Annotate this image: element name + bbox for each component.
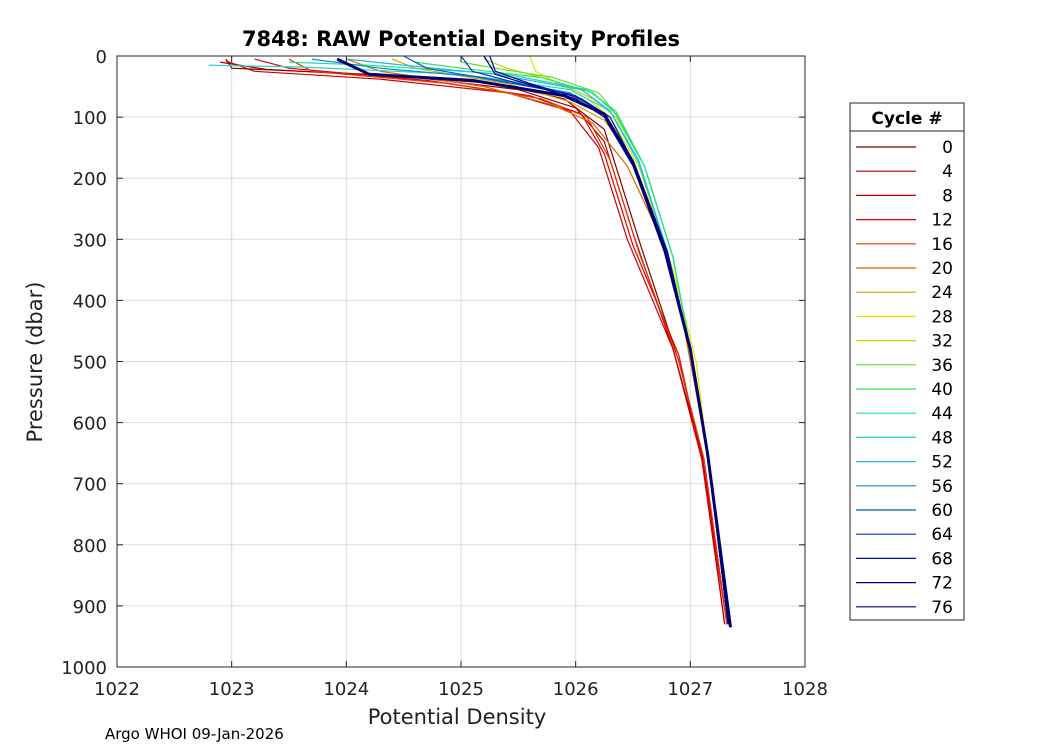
profile-line-cycle-8: [225, 60, 726, 625]
legend-label-cycle-64: 64: [931, 525, 953, 545]
x-tick-label: 1028: [782, 679, 828, 700]
x-tick-label: 1024: [323, 679, 369, 700]
legend-label-cycle-52: 52: [931, 453, 953, 473]
y-tick-label: 200: [73, 169, 107, 190]
y-tick-label: 500: [73, 353, 107, 374]
legend-label-cycle-36: 36: [931, 356, 953, 376]
x-tick-label: 1027: [667, 679, 713, 700]
y-tick-label: 0: [96, 47, 107, 68]
profile-line-cycle-56: [311, 58, 729, 625]
legend-label-cycle-60: 60: [931, 501, 953, 521]
legend-label-cycle-76: 76: [931, 598, 953, 618]
legend-label-cycle-24: 24: [931, 283, 953, 303]
profile-line-cycle-60: [403, 55, 729, 625]
legend-label-cycle-48: 48: [931, 428, 953, 448]
profile-lines: [208, 55, 732, 628]
legend-label-cycle-8: 8: [942, 186, 953, 206]
legend-label-cycle-32: 32: [931, 332, 953, 352]
y-tick-label: 400: [73, 291, 107, 312]
y-tick-label: 800: [73, 536, 107, 557]
legend-label-cycle-0: 0: [942, 138, 953, 158]
profile-line-cycle-0: [225, 58, 726, 625]
x-tick-label: 1026: [553, 679, 599, 700]
y-tick-label: 300: [73, 230, 107, 251]
profile-line-cycle-28: [529, 55, 729, 625]
legend-label-cycle-16: 16: [931, 235, 953, 255]
profile-line-cycle-16: [288, 58, 728, 625]
legend-title: Cycle #: [871, 109, 942, 129]
profile-line-cycle-24: [391, 58, 729, 625]
y-axis-label: Pressure (dbar): [23, 282, 47, 443]
grid-lines: [117, 56, 805, 667]
profile-line-cycle-44: [288, 61, 729, 625]
profile-line-cycle-4: [220, 61, 728, 625]
axis-ticks: 1022 1023 1024 1025 1026 1027 1028 0 100 200 300 40…: [61, 47, 828, 700]
profile-line-cycle-48: [208, 64, 729, 625]
y-tick-label: 900: [73, 597, 107, 618]
legend-label-cycle-44: 44: [931, 404, 953, 424]
legend-label-cycle-72: 72: [931, 574, 953, 594]
y-tick-label: 700: [73, 475, 107, 496]
legend-label-cycle-20: 20: [931, 259, 953, 279]
profile-line-cycle-76: [336, 57, 732, 628]
legend: Cycle # 04812162024283236404448525660646…: [849, 102, 965, 621]
y-tick-label: 1000: [61, 658, 107, 679]
legend-label-cycle-4: 4: [942, 162, 953, 182]
x-tick-label: 1023: [209, 679, 255, 700]
y-tick-label: 100: [73, 108, 107, 129]
x-tick-label: 1022: [94, 679, 140, 700]
profile-line-cycle-68: [489, 55, 729, 625]
legend-label-cycle-40: 40: [931, 380, 953, 400]
profile-line-cycle-12: [254, 58, 728, 625]
footer-credit: Argo WHOI 09-Jan-2026: [105, 725, 284, 743]
x-axis-label: Potential Density: [368, 705, 547, 729]
x-tick-label: 1025: [438, 679, 484, 700]
legend-label-cycle-12: 12: [931, 211, 953, 231]
profile-line-cycle-72: [483, 55, 729, 625]
chart-title: 7848: RAW Potential Density Profiles: [242, 27, 680, 51]
legend-label-cycle-56: 56: [931, 477, 953, 497]
legend-label-cycle-28: 28: [931, 307, 953, 327]
legend-label-cycle-68: 68: [931, 549, 953, 569]
y-tick-label: 600: [73, 414, 107, 435]
profile-line-cycle-40: [415, 61, 729, 625]
